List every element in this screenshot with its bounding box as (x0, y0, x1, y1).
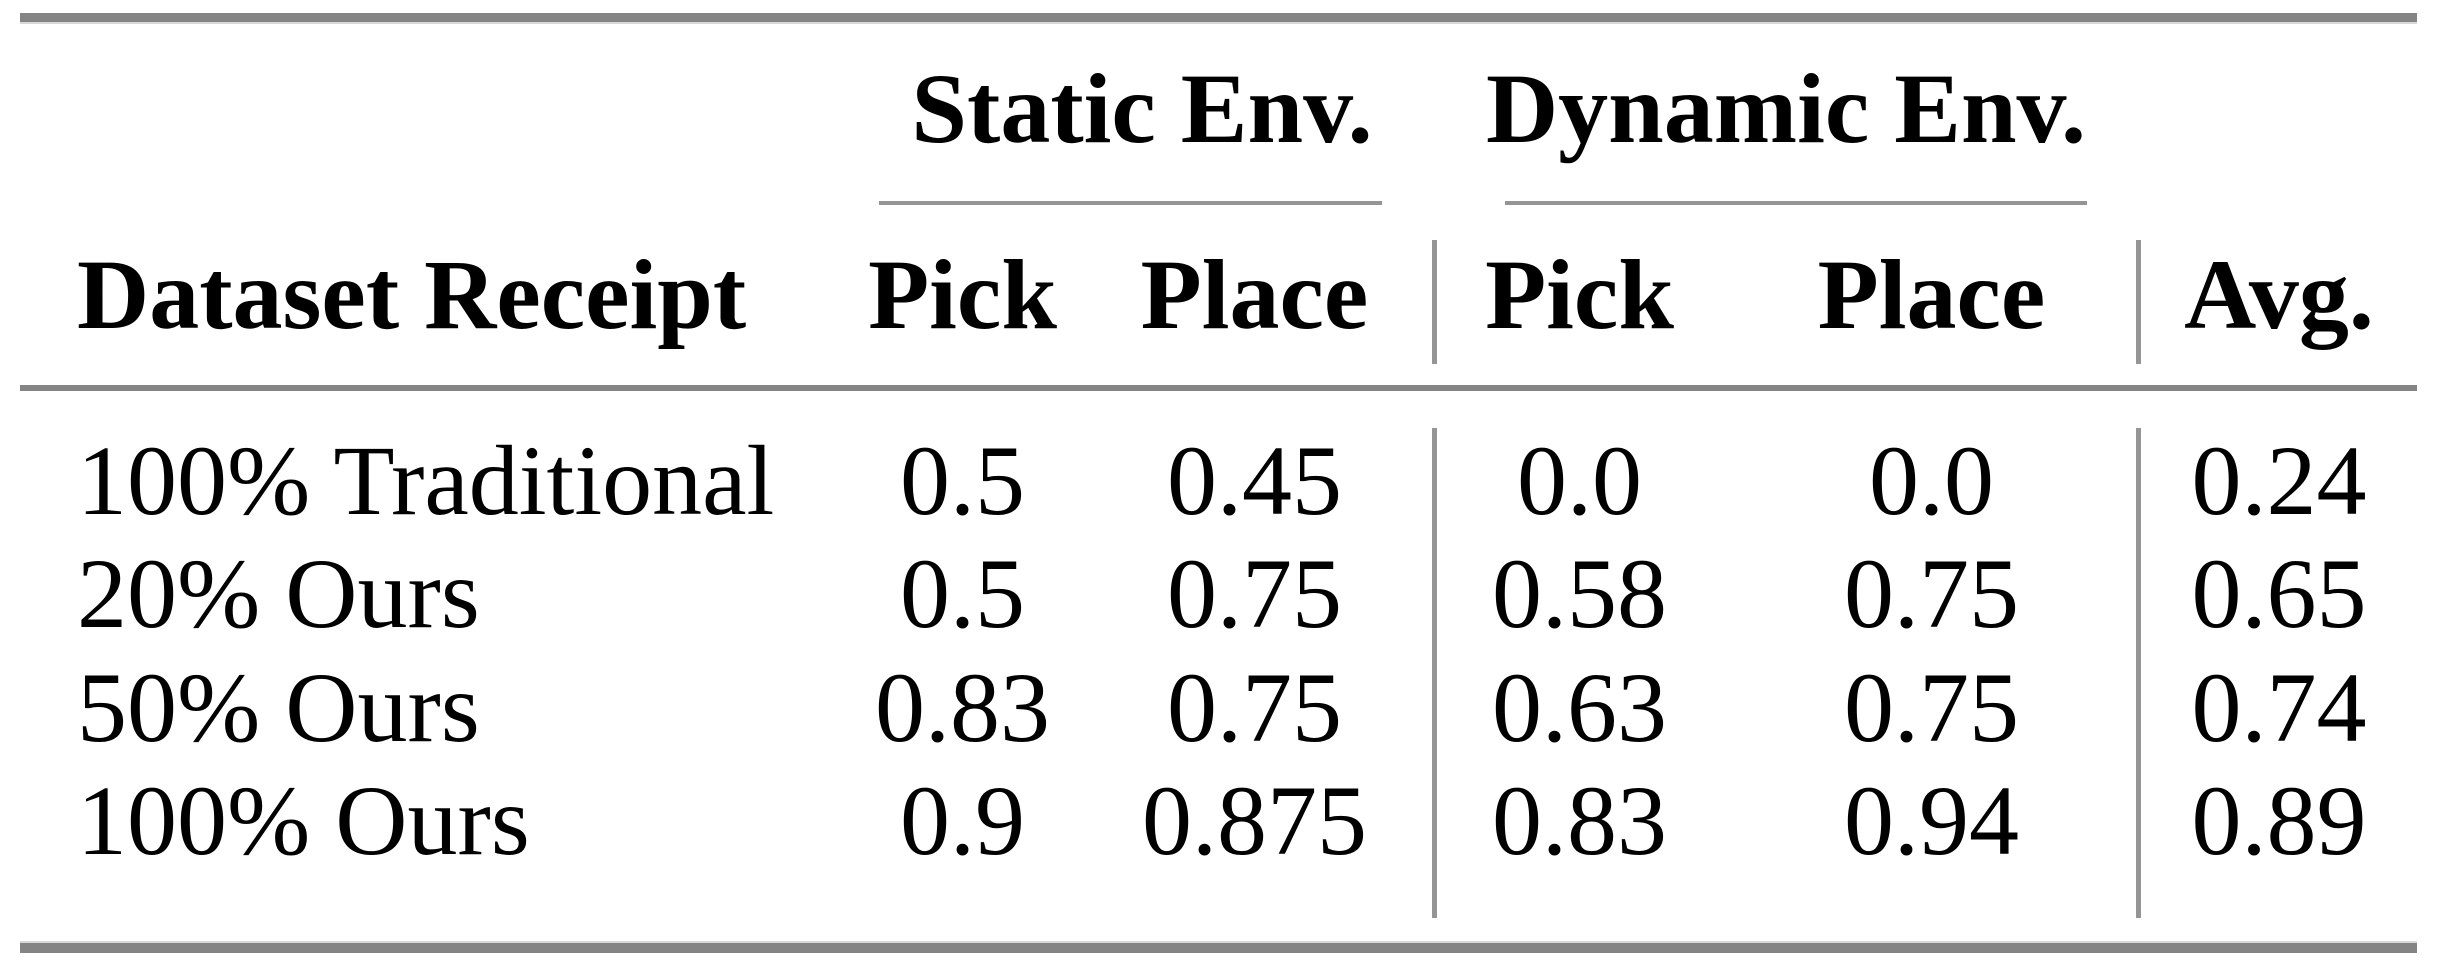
column-separator-avg-header (2136, 240, 2141, 364)
column-header-avg: Avg. (2184, 239, 2374, 350)
cmidrule-dynamic (1505, 201, 2087, 205)
midrule (20, 385, 2417, 391)
bottomrule (20, 943, 2417, 953)
column-header-static-pick: Pick (868, 239, 1057, 350)
value-cell: 0.58 (1492, 538, 1667, 650)
column-header-dynamic-pick: Pick (1485, 239, 1674, 350)
group-header-dynamic-env-label: Dynamic Env. (1485, 53, 2087, 164)
column-header-static-place: Place (1140, 239, 1369, 350)
value-cell: 0.74 (2191, 651, 2367, 763)
toprule (20, 13, 2417, 22)
value-cell: 0.83 (1492, 765, 1667, 877)
table-body: 100% Traditional 0.5 0.45 0.0 0.0 0.24 2… (20, 424, 2420, 878)
cmidrule-static (879, 201, 1382, 205)
value-cell: 0.875 (1142, 765, 1367, 877)
value-cell: 0.94 (1844, 765, 2019, 877)
column-separator-dynamic-header (1432, 240, 1437, 364)
value-cell: 0.89 (2191, 765, 2367, 877)
value-cell: 0.75 (1844, 651, 2019, 763)
results-table: Static Env. Dynamic Env. Dataset Receipt… (20, 0, 2420, 966)
value-cell: 0.5 (900, 538, 1025, 650)
row-label-cell: 20% Ours (77, 538, 480, 650)
value-cell: 0.65 (2191, 538, 2367, 650)
row-label-cell: 100% Traditional (77, 424, 775, 536)
value-cell: 0.63 (1492, 651, 1667, 763)
row-label-cell: 50% Ours (77, 651, 480, 763)
column-header-dataset-receipt: Dataset Receipt (77, 239, 747, 350)
group-header-static-env-label: Static Env. (911, 53, 1373, 164)
value-cell: 0.0 (1869, 424, 1994, 536)
row-label-cell: 100% Ours (77, 765, 530, 877)
value-cell: 0.9 (900, 765, 1025, 877)
group-header-dynamic-env: Dynamic Env. (1434, 44, 2138, 174)
value-cell: 0.5 (900, 424, 1025, 536)
value-cell: 0.83 (875, 651, 1050, 763)
value-cell: 0.0 (1517, 424, 1642, 536)
group-header-static-env: Static Env. (850, 44, 1434, 174)
column-separator-dynamic-body (1432, 428, 1437, 918)
column-header-dynamic-place: Place (1817, 239, 2046, 350)
value-cell: 0.24 (2191, 424, 2367, 536)
value-cell: 0.75 (1844, 538, 2019, 650)
column-separator-avg-body (2136, 428, 2141, 918)
column-header-row: Dataset Receipt Pick Place Pick Place Av… (20, 230, 2420, 360)
value-cell: 0.75 (1167, 538, 1342, 650)
value-cell: 0.45 (1167, 424, 1342, 536)
value-cell: 0.75 (1167, 651, 1342, 763)
